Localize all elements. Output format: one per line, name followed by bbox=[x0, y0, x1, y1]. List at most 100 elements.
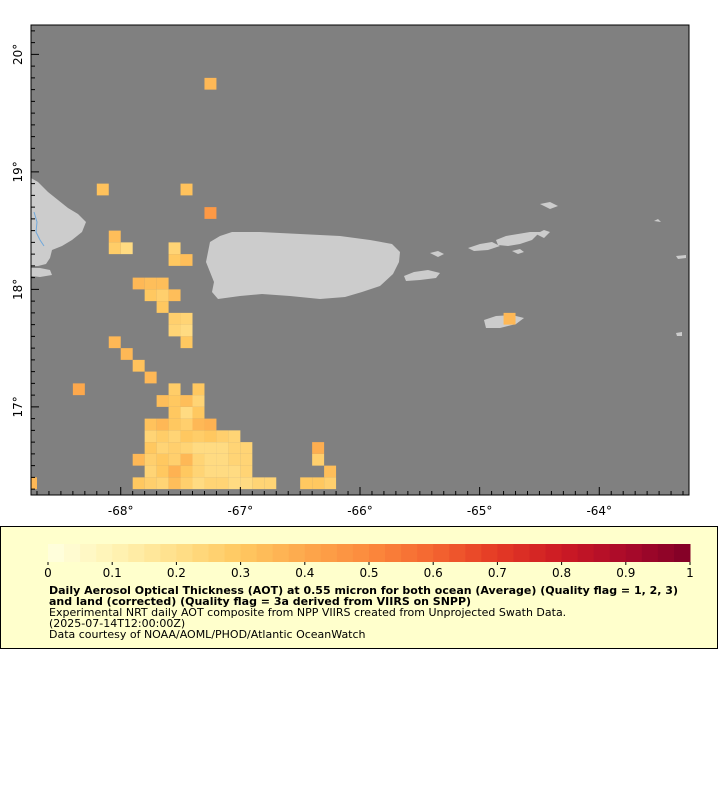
river bbox=[33, 211, 45, 247]
aot-cell bbox=[168, 453, 181, 466]
aot-cell bbox=[192, 406, 205, 419]
aot-cell bbox=[312, 477, 325, 490]
colorbar-tick-label: 0.8 bbox=[552, 566, 571, 580]
aot-cell bbox=[144, 277, 157, 290]
colorbar-segment bbox=[192, 544, 209, 562]
aot-cell bbox=[180, 442, 193, 454]
map-axes: -68° -67° -66° -65° -64° 17° 18° 19° 20° bbox=[11, 30, 684, 518]
colorbar-segment bbox=[513, 544, 530, 562]
y-tick-label: 20° bbox=[11, 44, 25, 65]
aot-cell bbox=[108, 230, 121, 243]
colorbar-tick-label: 0.4 bbox=[295, 566, 314, 580]
aot-cell bbox=[144, 477, 157, 490]
aot-cell bbox=[240, 453, 253, 466]
aot-cell bbox=[180, 477, 193, 490]
aot-cell bbox=[168, 383, 181, 396]
colorbar-tick-label: 0.9 bbox=[616, 566, 635, 580]
colorbar-tick-label: 0.7 bbox=[488, 566, 507, 580]
aot-cell bbox=[144, 442, 157, 454]
aot-cell bbox=[156, 442, 169, 454]
colorbar-segment bbox=[336, 544, 354, 562]
colorbar-segment bbox=[304, 544, 322, 562]
aot-cell bbox=[132, 277, 145, 290]
legend-note: Experimental NRT daily AOT composite fro… bbox=[49, 606, 567, 619]
x-tick-label: -66° bbox=[347, 504, 373, 518]
aot-cell bbox=[240, 477, 253, 490]
aot-cell bbox=[192, 442, 205, 454]
aot-cell bbox=[180, 465, 193, 478]
aot-cell bbox=[144, 371, 157, 384]
colorbar-segment bbox=[208, 544, 226, 562]
aot-cell bbox=[216, 465, 229, 478]
colorbar-segment bbox=[128, 544, 145, 562]
aot-cell bbox=[204, 465, 217, 478]
aot-cell bbox=[120, 242, 133, 255]
colorbar-segment bbox=[401, 544, 418, 562]
aot-cell bbox=[228, 453, 241, 466]
aot-cell bbox=[180, 254, 193, 266]
colorbar-segment bbox=[641, 544, 659, 562]
x-tick-label: -65° bbox=[467, 504, 493, 518]
colorbar-segment bbox=[224, 544, 242, 562]
aot-cell bbox=[216, 453, 229, 466]
colorbar-segment bbox=[561, 544, 579, 562]
aot-cell bbox=[156, 289, 169, 302]
aot-cell bbox=[72, 383, 85, 396]
colorbar-segment bbox=[625, 544, 643, 562]
aot-cell bbox=[204, 207, 217, 219]
aot-cell bbox=[156, 430, 169, 443]
aot-cell bbox=[204, 77, 217, 90]
aot-cell bbox=[324, 465, 337, 478]
aot-cell bbox=[264, 477, 277, 490]
aot-cell bbox=[168, 430, 181, 443]
aot-cell bbox=[144, 430, 157, 443]
colorbar-tick-label: 1 bbox=[686, 566, 694, 580]
colorbar-segment bbox=[481, 544, 498, 562]
aot-cell bbox=[168, 289, 181, 302]
aot-cell bbox=[156, 465, 169, 478]
aot-cell bbox=[156, 395, 169, 407]
aot-cell bbox=[180, 453, 193, 466]
aot-cell bbox=[168, 242, 181, 255]
aot-cell bbox=[180, 312, 193, 325]
colorbar-segment bbox=[96, 544, 113, 562]
colorbar-segment bbox=[417, 544, 434, 562]
colorbar-segment bbox=[256, 544, 274, 562]
aot-cell bbox=[144, 453, 157, 466]
aot-cell bbox=[132, 359, 145, 372]
aot-cell bbox=[324, 477, 337, 490]
colorbar-tick-label: 0 bbox=[44, 566, 52, 580]
aot-cell bbox=[192, 383, 205, 396]
colorbar-segment bbox=[577, 544, 595, 562]
aot-cell bbox=[132, 453, 145, 466]
aot-cell bbox=[312, 442, 325, 454]
aot-cell bbox=[228, 430, 241, 443]
colorbar-segment bbox=[48, 544, 65, 562]
aot-cell bbox=[180, 418, 193, 431]
aot-cell bbox=[120, 348, 133, 360]
land-vieques bbox=[404, 270, 440, 281]
colorbar-segment bbox=[288, 544, 306, 562]
aot-cell bbox=[168, 465, 181, 478]
aot-cell bbox=[168, 395, 181, 407]
aot-cell bbox=[168, 477, 181, 490]
aot-cell bbox=[168, 312, 181, 325]
aot-cell bbox=[204, 477, 217, 490]
aot-cell bbox=[180, 336, 193, 349]
colorbar-tick-label: 0.2 bbox=[167, 566, 186, 580]
aot-cell bbox=[144, 289, 157, 302]
aot-cell bbox=[180, 395, 193, 407]
land-hispaniola-east bbox=[31, 178, 86, 266]
colorbar-tick-label: 0.6 bbox=[424, 566, 443, 580]
aot-cell bbox=[168, 418, 181, 431]
land-hispaniola-tip bbox=[31, 268, 52, 277]
aot-cell bbox=[192, 395, 205, 407]
aot-cell bbox=[216, 442, 229, 454]
colorbar-segment bbox=[112, 544, 129, 562]
x-tick-label: -64° bbox=[586, 504, 612, 518]
colorbar-segment bbox=[433, 544, 450, 562]
colorbar-segment bbox=[673, 544, 691, 562]
colorbar-segment bbox=[529, 544, 547, 562]
aot-cell bbox=[312, 453, 325, 466]
colorbar-segment bbox=[240, 544, 258, 562]
